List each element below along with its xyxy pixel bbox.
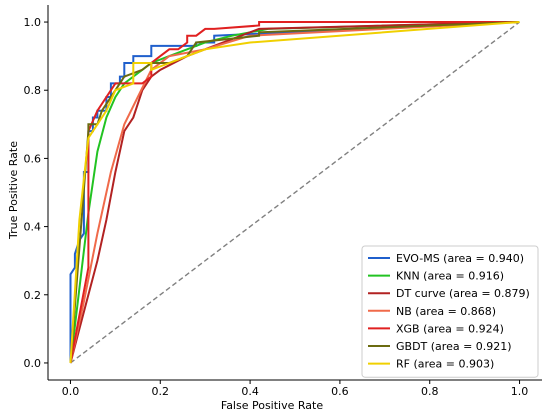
y-tick-label: 1.0 [24,16,42,29]
x-tick-label: 0.4 [241,385,259,398]
x-axis-label: False Positive Rate [221,399,323,412]
legend-label-0: EVO-MS (area = 0.940) [396,252,524,265]
series-line-6 [69,21,520,364]
legend-label-5: GBDT (area = 0.921) [396,340,512,353]
legend-box [361,245,539,378]
y-tick-label: 0.4 [24,221,42,234]
axes: 0.0 0.2 0.4 0.6 0.8 1.0 0.0 0.2 0.4 0.6 0.8 1.0 [24,5,542,398]
legend: EVO-MS (area = 0.940) KNN (area = 0.916) D… [361,245,539,378]
x-tick-label: 1.0 [511,385,529,398]
legend-label-1: KNN (area = 0.916) [396,270,504,283]
y-tick-label: 0.6 [24,152,42,165]
x-tick-label: 0.6 [331,385,349,398]
series-line-5 [69,21,520,364]
reference-diagonal-line [70,21,520,364]
legend-label-3: NB (area = 0.868) [396,305,496,318]
legend-label-6: RF (area = 0.903) [396,358,494,371]
series-line-3 [69,21,520,364]
y-tick-label: 0.8 [24,84,42,97]
y-axis-label: True Positive Rate [7,141,20,240]
series-line-0 [69,21,520,363]
y-tick-label: 0.0 [24,357,42,370]
legend-label-2: DT curve (area = 0.879) [396,287,530,300]
x-tick-label: 0.0 [62,385,80,398]
y-tick-label: 0.2 [24,289,42,302]
x-tick-label: 0.2 [152,385,170,398]
legend-label-4: XGB (area = 0.924) [396,322,504,335]
plot-area [69,21,520,364]
x-tick-label: 0.8 [421,385,439,398]
